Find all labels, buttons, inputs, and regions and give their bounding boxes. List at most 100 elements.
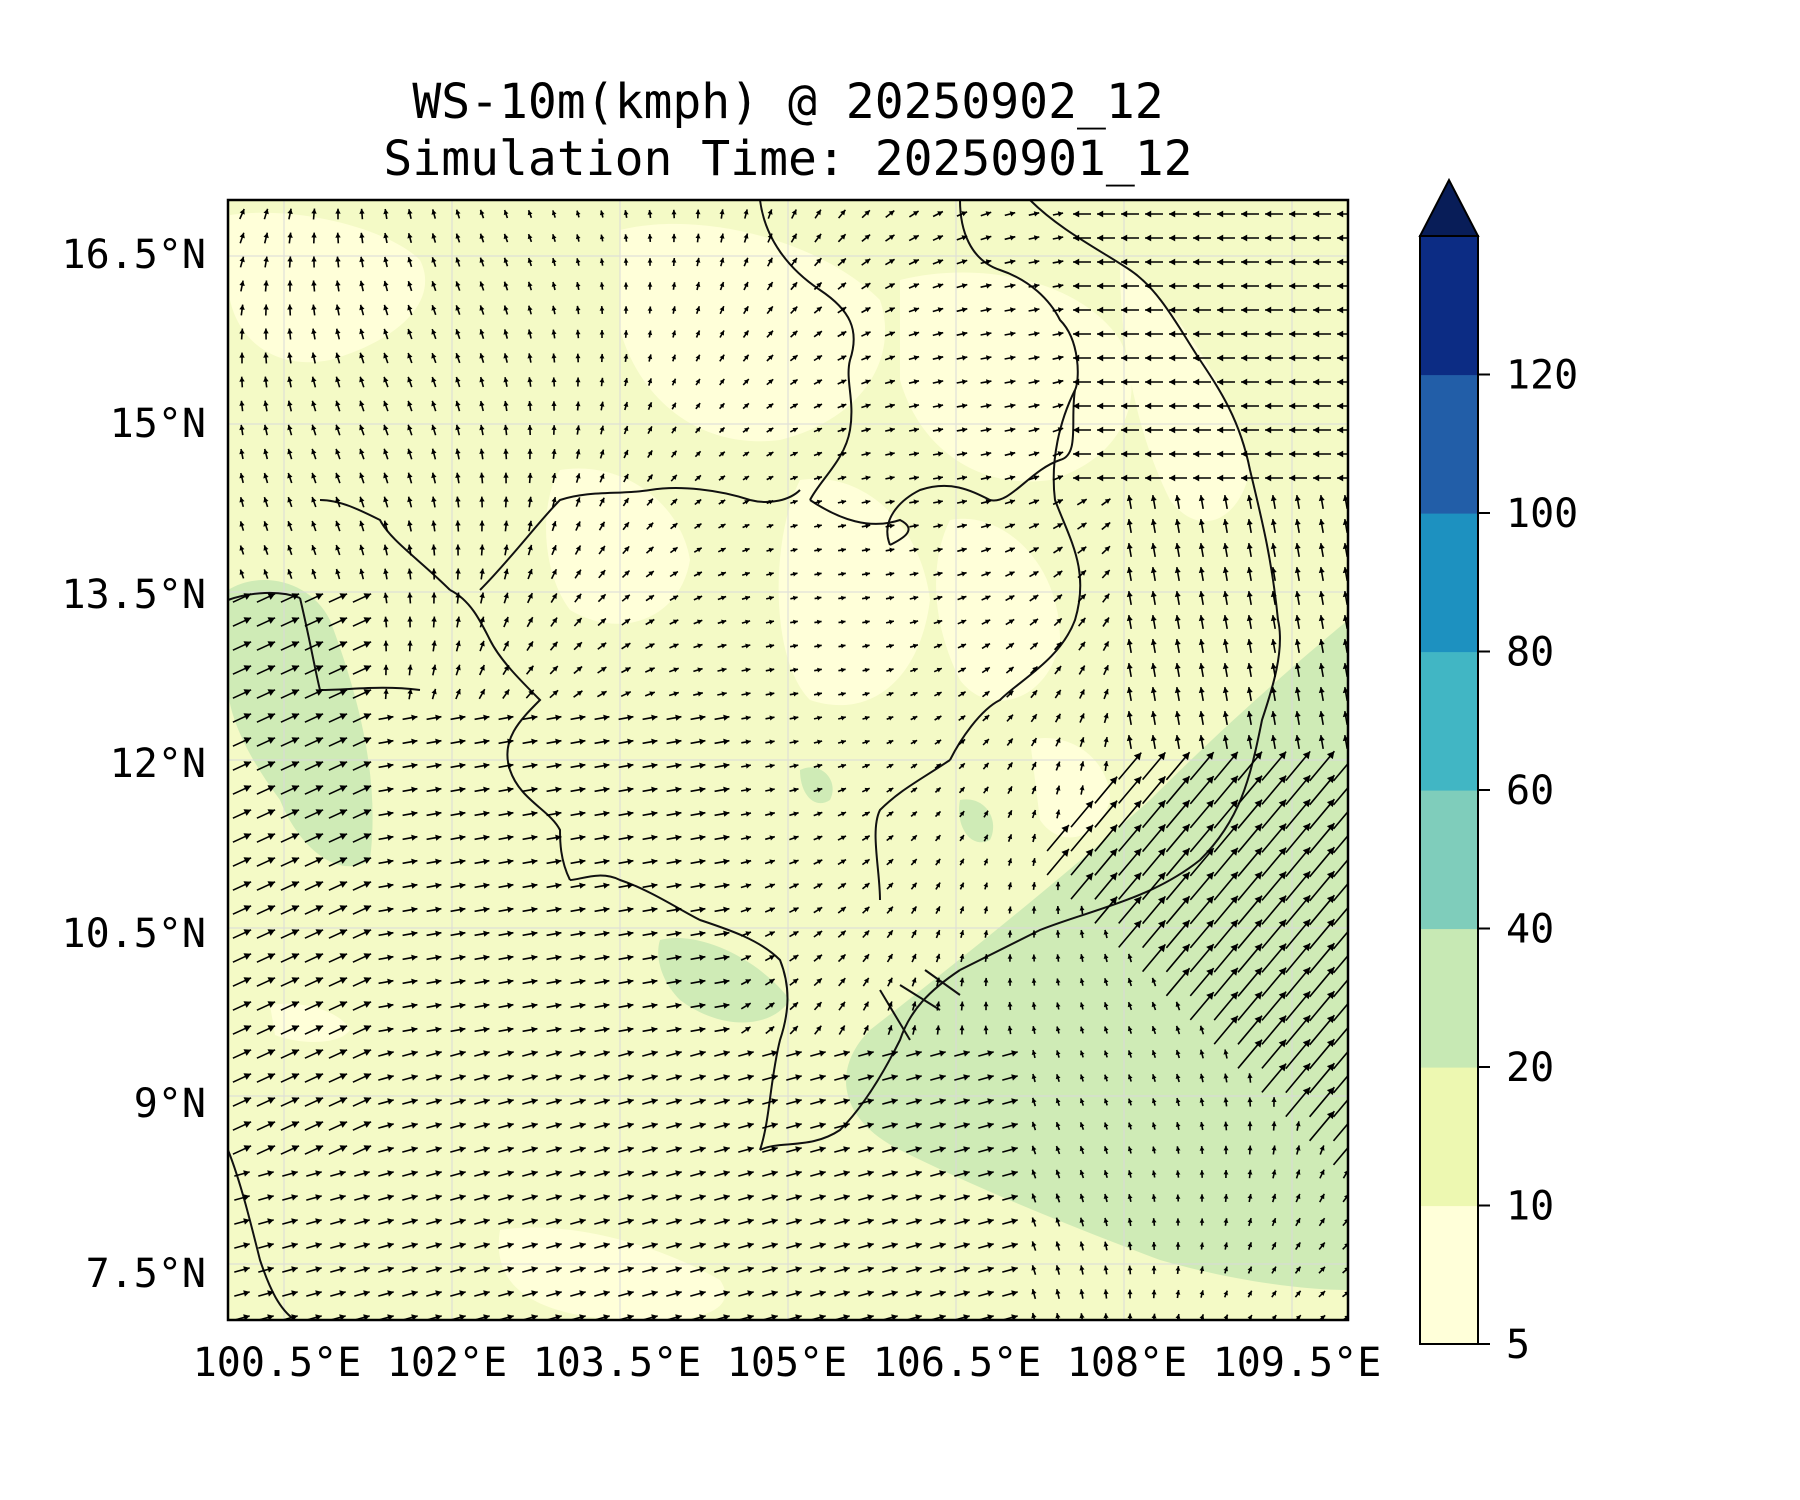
wind-vector-arrow [1028,259,1040,265]
wind-vector-arrow [431,472,437,484]
wind-vector-arrow [1169,258,1187,266]
wind-vector-arrow [932,283,944,289]
wind-vector-arrow [1265,378,1283,386]
wind-vector-arrow [1289,258,1307,266]
wind-vector-arrow [1265,330,1283,338]
wind-vector-arrow [884,403,896,409]
wind-vector-arrow [1169,450,1187,458]
wind-vector-arrow [407,424,413,436]
wind-vector-arrow [599,330,605,338]
wind-vector-arrow [1097,354,1115,362]
wind-vector-arrow [1337,474,1348,482]
wind-vector-arrow [695,354,701,362]
wind-vector-arrow [383,232,389,244]
wind-vector-arrow [1073,402,1091,410]
wind-vector-arrow [1193,354,1211,362]
wind-vector-arrow [1145,234,1163,242]
wind-vector-arrow [263,424,269,436]
wind-vector-arrow [527,448,533,460]
wind-vector-arrow [1004,451,1016,457]
wind-vector-arrow [1028,331,1040,337]
wind-vector-arrow [551,305,557,315]
colorbar-segment [1420,1205,1478,1345]
wind-vector-arrow [527,472,533,484]
wind-vector-arrow [1217,330,1235,338]
wind-vector-arrow [1028,427,1040,433]
wind-vector-arrow [455,209,461,219]
wind-vector-arrow [383,352,389,364]
wind-vector-arrow [479,257,485,267]
wind-vector-arrow [1169,402,1187,410]
wind-vector-arrow [766,305,774,315]
wind-vector-arrow [1337,378,1348,386]
colorbar-tick-label: 120 [1506,353,1578,399]
wind-vector-arrow [1217,450,1235,458]
wind-vector-arrow [551,210,557,218]
wind-vector-arrow [1052,235,1064,241]
wind-vector-arrow [431,400,437,412]
wind-vector-arrow [407,472,413,484]
wind-vector-arrow [766,281,774,291]
wind-vector-arrow [1121,354,1139,362]
wind-vector-arrow [884,379,896,385]
wind-vector-arrow [311,352,317,364]
wind-vector-arrow [1337,354,1348,362]
wind-vector-arrow [263,448,269,460]
wind-vector-arrow [884,258,896,266]
wind-vector-arrow [455,376,461,388]
wind-vector-arrow [503,472,509,484]
wind-vector-arrow [956,331,968,337]
wind-vector-arrow [287,424,293,436]
wind-vector-arrow [671,306,677,314]
wind-vector-arrow [479,376,485,388]
wind-vector-arrow [813,379,823,385]
wind-vector-arrow [861,499,871,505]
wind-vector-arrow [743,257,749,267]
wind-vector-arrow [383,448,389,460]
wind-vector-arrow [383,496,389,508]
wind-vector-arrow [1313,210,1331,218]
wind-vector-arrow [766,257,774,267]
wind-vector-field [232,208,1348,1320]
wind-vector-arrow [1121,402,1139,410]
wind-vector-arrow [1028,451,1040,457]
wind-vector-arrow [1052,259,1064,265]
wind-vector-arrow [599,425,605,435]
wind-vector-arrow [647,209,653,219]
wind-vector-arrow [1028,355,1040,361]
wind-vector-arrow [1265,354,1283,362]
wind-vector-arrow [575,497,581,507]
wind-vector-arrow [837,451,847,457]
wind-vector-arrow [790,306,798,314]
wind-vector-arrow [1193,474,1211,482]
wind-vector-arrow [479,305,485,315]
wind-vector-arrow [479,352,485,364]
colorbar-segment [1420,236,1478,376]
wind-vector-arrow [455,233,461,243]
wind-vector-arrow [767,209,773,219]
wind-vector-arrow [789,451,799,457]
wind-vector-arrow [743,233,749,243]
wind-vector-arrow [789,378,799,386]
wind-vector-arrow [287,232,293,244]
moderate-wind-band [228,580,1348,1290]
wind-vector-arrow [1097,330,1115,338]
wind-vector-arrow [956,355,968,361]
wind-vector-arrow [766,378,774,386]
wind-vector-arrow [503,305,509,315]
wind-vector-arrow [646,498,654,506]
wind-vector-arrow [1217,282,1235,290]
wind-vector-arrow [1169,306,1187,314]
wind-vector-arrow [1217,234,1235,242]
wind-vector-arrow [622,497,630,507]
wind-vector-arrow [479,448,485,460]
wind-vector-arrow [1337,282,1348,290]
wind-vector-arrow [263,376,269,388]
wind-vector-arrow [647,234,653,242]
wind-vector-arrow [932,210,944,218]
wind-vector-arrow [908,427,920,433]
wind-vector-arrow [1145,450,1163,458]
wind-vector-arrow [1265,282,1283,290]
wind-vector-arrow [311,448,317,460]
wind-vector-arrow [861,403,871,409]
